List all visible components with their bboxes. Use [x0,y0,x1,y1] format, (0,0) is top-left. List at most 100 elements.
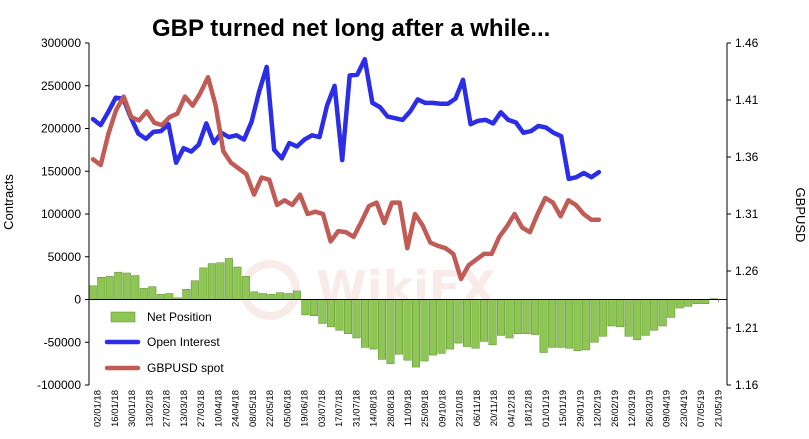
x-tick-label: 11/09/18 [403,390,414,426]
x-tick-label: 18/12/18 [524,390,535,427]
net-position-bar [301,299,310,316]
net-position-bar [420,299,429,362]
net-position-bar [216,262,225,300]
y-left-tick-label: 250000 [41,79,81,93]
x-tick-label: 04/12/18 [507,390,518,427]
net-position-bar [658,299,667,327]
y-right-tick-label: 1.41 [735,93,759,107]
y-left-tick-label: 100000 [41,207,81,221]
x-tick-label: 13/02/18 [144,390,155,427]
net-position-bar [386,299,395,364]
y-right-tick-label: 1.21 [735,321,759,335]
net-position-bar [412,299,421,368]
net-position-bar [326,299,335,328]
x-tick-label: 17/07/18 [334,390,345,427]
y-left-tick-label: 300000 [41,36,81,50]
y-right-tick-label: 1.26 [735,264,759,278]
x-tick-label: 02/01/18 [93,390,104,427]
open-interest-line [90,56,602,182]
net-position-bar [131,275,140,300]
net-position-bar [497,299,506,336]
x-tick-label: 20/11/18 [489,390,500,426]
net-position-bar [514,299,523,334]
net-position-bar [190,280,199,300]
net-position-bar [403,299,412,361]
net-position-bar [88,285,97,300]
chart-lines [90,56,602,282]
net-position-bar [548,299,557,348]
net-position-bar [437,299,446,354]
x-tick-label: 09/04/19 [662,390,673,427]
x-tick-label: 24/04/18 [231,390,242,427]
x-tick-label: 26/03/19 [644,390,655,427]
x-tick-label: 12/02/19 [593,390,604,427]
x-tick-label: 21/05/19 [713,390,724,427]
net-position-bar [292,290,301,300]
legend-label: GBPUSD spot [147,361,224,375]
watermark-logo-icon [240,260,300,320]
net-position-bar [675,299,684,309]
x-tick-label: 25/09/18 [420,390,431,427]
net-position-bar [360,299,369,348]
net-position-bar [156,294,165,300]
net-position-bars [88,258,718,368]
chart-axes: 300000 250000 200000 150000 100000 50000 0 -500… [37,36,759,427]
x-tick-label: 26/02/19 [610,390,621,427]
x-tick-label: 27/03/18 [196,390,207,427]
net-position-bar [573,299,582,352]
net-position-bar [335,299,344,331]
x-tick-label: 13/03/18 [179,390,190,427]
net-position-bar [650,299,659,331]
x-tick-label: 30/01/18 [127,390,138,427]
net-position-bar [284,293,293,300]
x-tick-label: 23/10/18 [455,390,466,427]
net-position-bar [148,286,157,300]
x-tick-label: 01/01/19 [541,390,552,427]
net-position-bar [369,299,378,350]
net-position-bar [505,299,514,339]
y-right-tick-label: 1.31 [735,207,759,221]
net-position-bar [446,299,455,350]
net-position-bar [667,299,676,318]
x-tick-label: 23/04/19 [679,390,690,427]
net-position-bar [122,272,131,300]
net-position-bar [692,299,701,305]
y-axis-right-label: GBPUSD [793,188,808,243]
net-position-bar [531,299,540,335]
chart-title: GBP turned net long after a while... [152,15,550,42]
y-left-tick-label: -50000 [44,335,82,349]
net-position-bar [488,299,497,346]
net-position-bar [471,299,480,349]
net-position-bar [556,299,565,348]
x-tick-label: 14/08/18 [369,390,380,427]
x-tick-label: 22/05/18 [265,390,276,427]
x-tick-label: 31/07/18 [351,390,362,427]
chart-legend: Net Position Open Interest GBPUSD spot [104,310,224,375]
net-position-bar [607,299,616,327]
net-position-bar [114,271,123,300]
net-position-bar [318,299,327,324]
x-tick-label: 08/05/18 [248,390,259,427]
net-position-bar [582,299,591,351]
net-position-bar [250,291,259,300]
net-position-bar [377,299,386,360]
x-tick-label: 07/05/19 [696,390,707,427]
x-tick-label: 27/02/18 [162,390,173,427]
x-tick-label: 05/06/18 [282,390,293,427]
net-position-bar [199,267,208,300]
net-position-bar [701,299,710,305]
net-position-bar [139,288,148,300]
net-position-bar [684,299,693,307]
x-tick-label: 10/04/18 [213,390,224,427]
x-tick-label: 29/01/19 [575,390,586,427]
net-position-bar [343,299,352,334]
x-tick-label: 09/10/18 [438,390,449,427]
net-position-bar [258,293,267,300]
net-position-bar [463,299,472,347]
x-tick-label: 19/06/18 [300,390,311,427]
net-position-bar [267,294,276,300]
y-right-tick-label: 1.36 [735,150,759,164]
net-position-bar [233,266,242,300]
net-position-bar [565,299,574,349]
